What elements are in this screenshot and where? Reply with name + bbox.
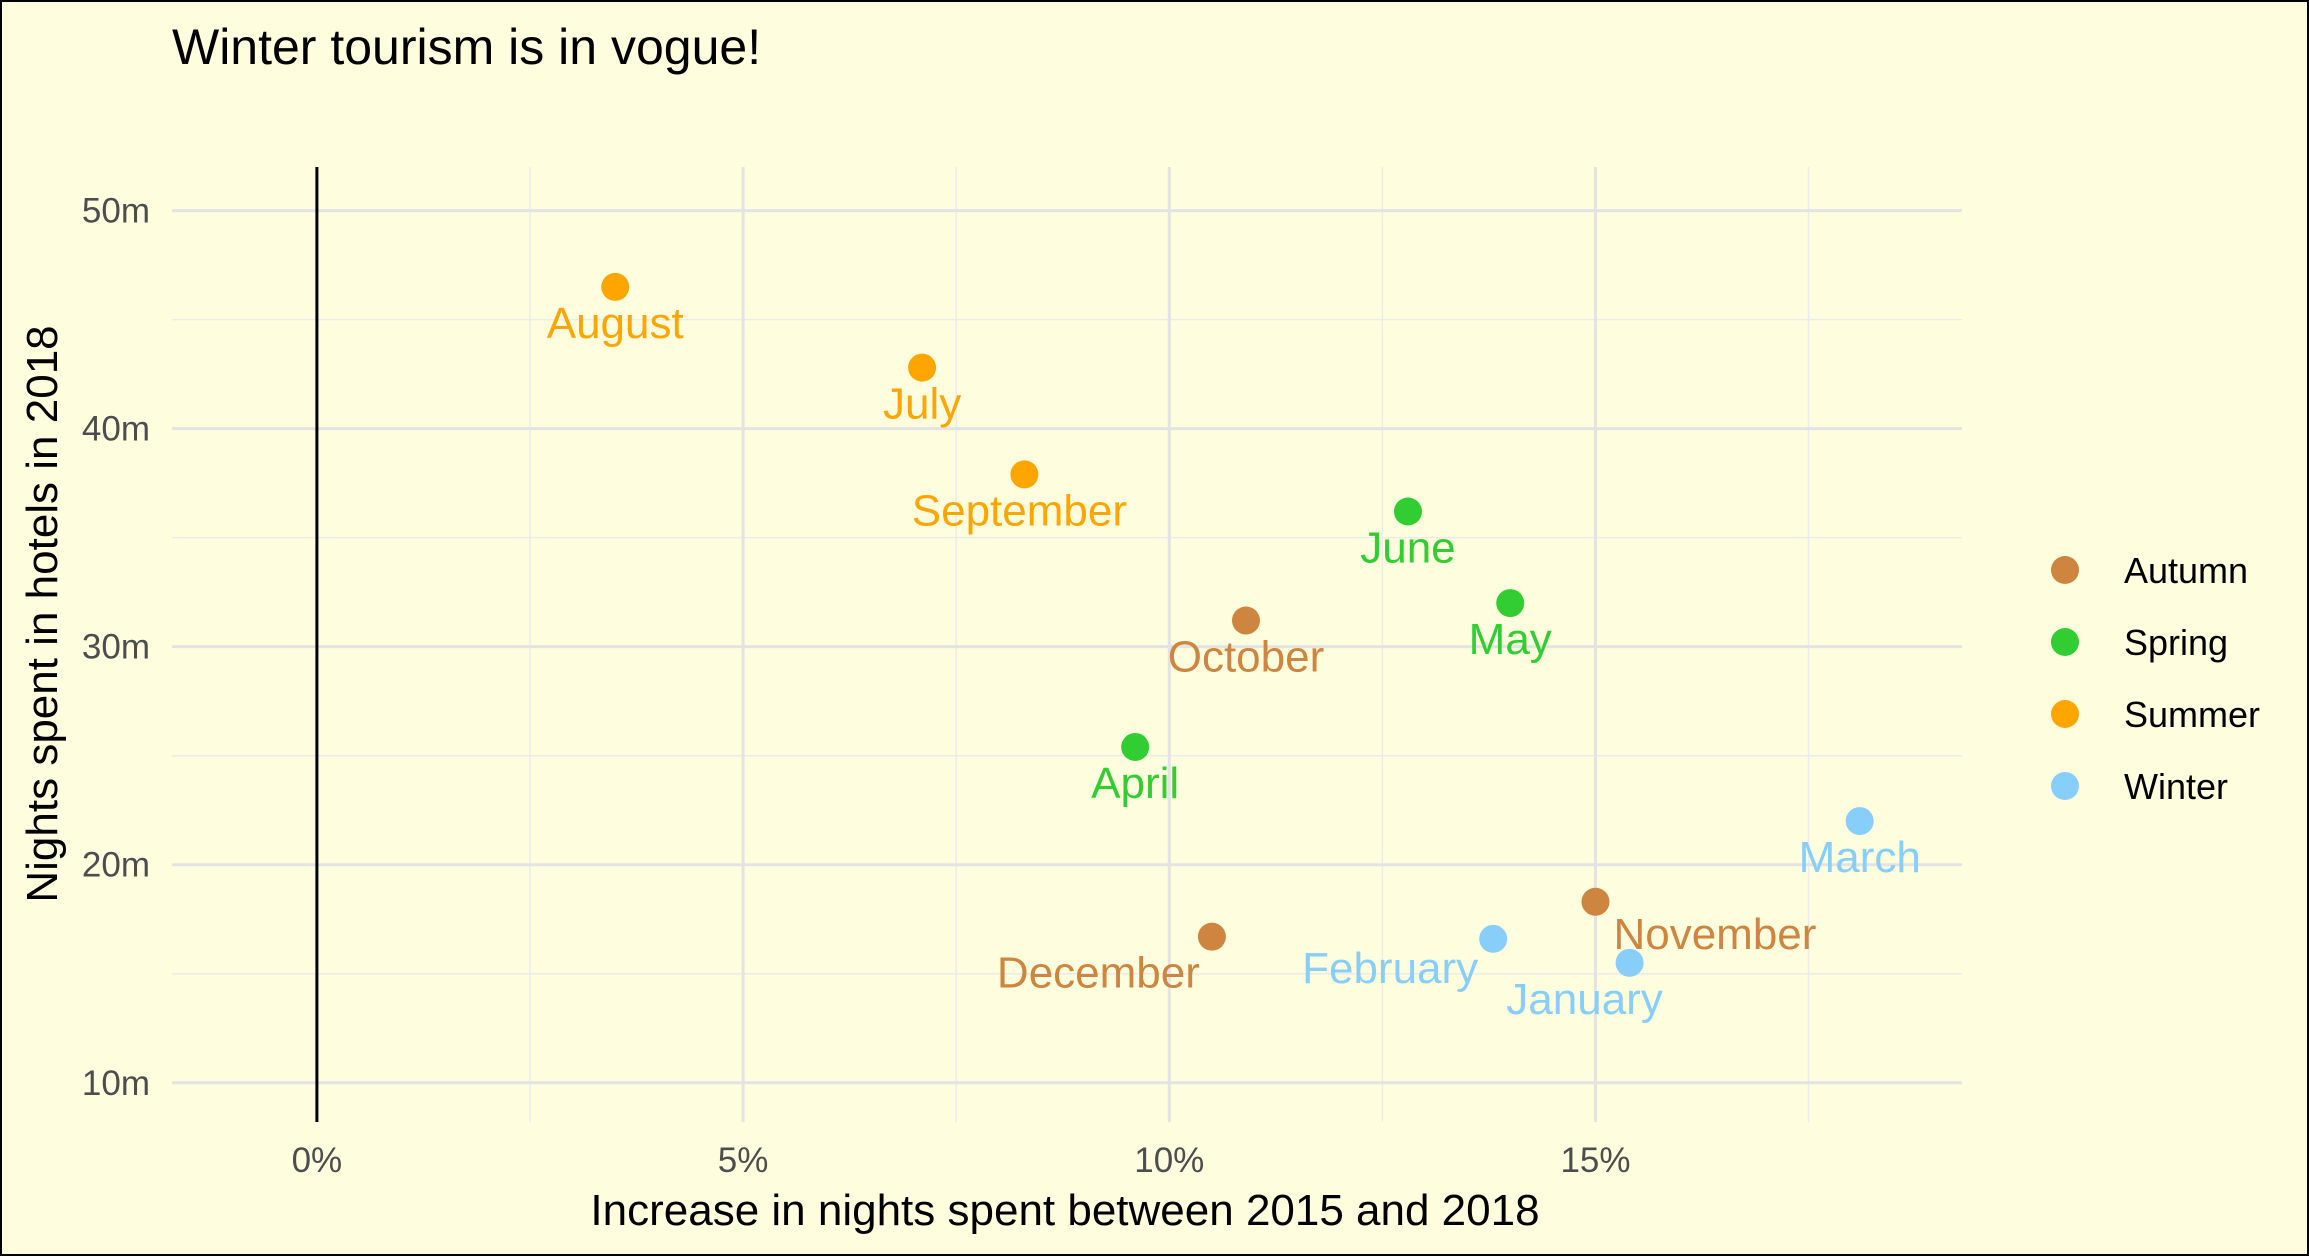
data-point-january [1615,948,1644,977]
data-point-september [1010,460,1039,489]
point-labels: August July September June May October April Ma… [547,299,1921,1024]
point-label-march: March [1799,833,1921,882]
point-label-june: June [1360,523,1455,572]
legend-label-spring: Spring [2124,622,2228,663]
y-axis-title: Nights spent in hotels in 2018 [18,325,67,902]
y-axis-ticks: 10m 20m 30m 40m 50m [82,192,150,1103]
y-tick-label: 40m [82,410,150,449]
data-point-november [1581,887,1610,916]
legend-swatch-spring [2051,628,2079,656]
data-point-august [601,272,630,301]
point-label-february: February [1302,944,1478,993]
point-label-october: October [1168,633,1325,682]
legend-label-summer: Summer [2124,694,2260,735]
chart-title: Winter tourism is in vogue! [172,19,761,75]
x-axis-title: Increase in nights spent between 2015 an… [590,1186,1539,1235]
x-tick-label: 5% [718,1141,769,1180]
data-point-may [1496,589,1525,618]
x-axis-ticks: 0% 5% 10% 15% [292,1141,1631,1180]
y-tick-label: 50m [82,192,150,231]
grid-minor [172,167,1962,1122]
legend-swatch-winter [2051,772,2079,800]
point-label-april: April [1091,759,1179,808]
legend-swatch-summer [2051,700,2079,728]
legend: Autumn Spring Summer Winter [2051,550,2260,807]
point-label-july: July [883,380,961,429]
data-point-march [1845,807,1874,836]
point-label-december: December [997,949,1200,998]
point-label-january: January [1506,975,1663,1024]
data-point-december [1197,922,1226,951]
point-label-may: May [1469,615,1552,664]
legend-label-autumn: Autumn [2124,550,2248,591]
legend-swatch-autumn [2051,556,2079,584]
data-point-october [1232,606,1260,635]
data-point-april [1121,732,1150,761]
data-point-june [1393,497,1422,526]
data-points [601,272,1874,977]
data-point-july [908,353,937,382]
y-tick-label: 30m [82,628,150,667]
x-tick-label: 0% [292,1141,343,1180]
point-label-november: November [1613,910,1816,959]
data-point-february [1479,924,1508,953]
point-label-august: August [547,299,684,348]
y-tick-label: 20m [82,846,150,885]
x-tick-label: 10% [1134,1141,1204,1180]
x-tick-label: 15% [1560,1141,1630,1180]
y-tick-label: 10m [82,1064,150,1103]
legend-label-winter: Winter [2124,766,2228,807]
point-label-september: September [912,486,1127,535]
